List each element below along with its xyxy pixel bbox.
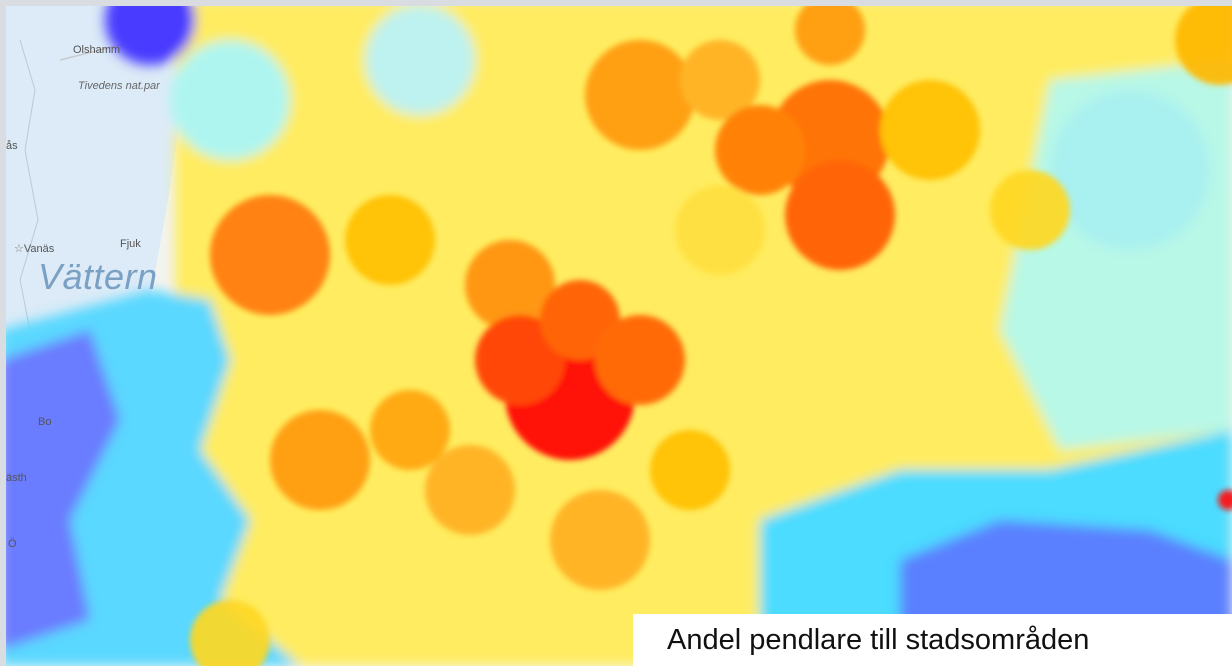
place-label-fjuk: Fjuk [120, 238, 141, 250]
blob-north-3 [795, 0, 865, 65]
heat-north-lightblue [365, 5, 475, 115]
blob-mid-2 [465, 240, 555, 330]
blob-ne-3 [715, 105, 805, 195]
blob-core-4 [595, 315, 685, 405]
blob-s-4 [550, 490, 650, 590]
place-label-vanas: ☆Vanäs [14, 243, 55, 255]
blob-ne-2 [785, 160, 895, 270]
blob-s-5 [650, 430, 730, 510]
blob-west [210, 195, 330, 315]
blob-e-2 [675, 185, 765, 275]
lake-vattern [0, 0, 190, 360]
heat-nw-blue [105, 0, 195, 65]
blob-e-red [1218, 490, 1232, 510]
place-label-as: ås [6, 140, 18, 152]
blob-s-2 [370, 390, 450, 470]
place-label-olshammar: Olshamm [73, 44, 121, 56]
place-label-asth: ästh [6, 472, 27, 484]
place-label-bo: Bo [38, 416, 52, 428]
blob-s-1 [270, 410, 370, 510]
blob-ne-4 [880, 80, 980, 180]
lake-label-vattern: Vättern [38, 256, 158, 297]
heat-east-cyan [1050, 90, 1210, 250]
place-label-o: Ö [8, 538, 17, 550]
blob-mid-1 [345, 195, 435, 285]
blob-north-2 [680, 40, 760, 120]
blob-s-3 [425, 445, 515, 535]
heat-west-blue [0, 330, 120, 650]
place-label-tivedens: Tivedens nat.par [78, 80, 160, 92]
blob-e-1 [990, 170, 1070, 250]
map-caption: Andel pendlare till stadsområden [633, 614, 1232, 666]
blob-core-2 [475, 315, 565, 405]
blob-sw [190, 600, 270, 666]
shoreline [19, 39, 39, 331]
heat-nw-cyan [170, 40, 290, 160]
place-marker-icon: ☆ [14, 243, 24, 255]
blob-north-1 [585, 40, 695, 150]
blob-ne-corner [1175, 0, 1232, 85]
